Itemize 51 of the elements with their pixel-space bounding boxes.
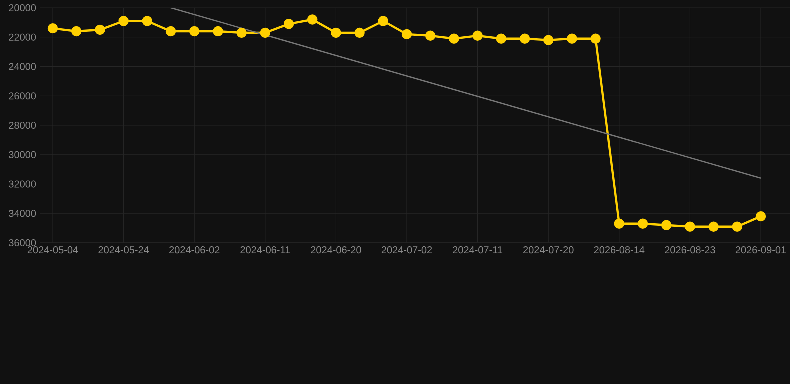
- point: [685, 222, 696, 232]
- y-tick-label: 32000: [9, 180, 36, 188]
- point: [378, 16, 389, 26]
- point: [354, 28, 365, 38]
- x-tick-label: 2024-07-02: [382, 246, 432, 254]
- y-tick-label: 34000: [9, 210, 36, 218]
- point: [236, 28, 247, 38]
- point: [708, 222, 719, 232]
- y-tick-label: 26000: [9, 92, 36, 100]
- y-tick-label: 20000: [9, 4, 36, 12]
- y-tick-label: 24000: [9, 63, 36, 70]
- point: [190, 26, 200, 37]
- point: [614, 218, 625, 230]
- x-tick-label: 2024-07-11: [453, 246, 503, 254]
- y-tick-label: 36000: [9, 239, 36, 247]
- point: [72, 26, 82, 37]
- point: [590, 34, 601, 44]
- point: [472, 30, 483, 42]
- point: [48, 23, 58, 34]
- y-tick-label: 22000: [9, 34, 36, 41]
- point: [260, 28, 271, 38]
- point: [662, 220, 672, 230]
- point: [308, 14, 318, 25]
- point: [567, 34, 578, 44]
- point: [213, 26, 224, 37]
- point: [284, 19, 294, 30]
- y-tick-label: 28000: [9, 122, 36, 130]
- point: [544, 35, 554, 46]
- x-tick-label: 2024-06-02: [170, 246, 220, 254]
- x-tick-label: 2026-08-23: [665, 246, 716, 254]
- point: [166, 26, 176, 37]
- x-tick-label: 2024-05-24: [98, 246, 150, 254]
- point: [331, 28, 342, 38]
- point: [142, 16, 153, 26]
- point: [118, 16, 129, 26]
- point: [426, 30, 436, 42]
- x-tick-label: 2024-06-11: [240, 246, 290, 254]
- x-tick-label: 2024-07-20: [524, 246, 574, 254]
- point: [496, 34, 507, 44]
- point: [520, 34, 530, 44]
- x-tick-label: 2024-05-04: [28, 246, 78, 254]
- y-tick-label: 30000: [9, 151, 36, 158]
- x-tick-label: 2024-06-20: [311, 246, 362, 254]
- x-tick-label: 2026-08-14: [594, 246, 645, 254]
- x-tick-label: 2026-09-01: [736, 246, 786, 254]
- point: [756, 211, 766, 222]
- point: [732, 222, 743, 232]
- point: [95, 24, 106, 36]
- point: [402, 29, 412, 40]
- point: [638, 218, 648, 230]
- point: [449, 34, 460, 44]
